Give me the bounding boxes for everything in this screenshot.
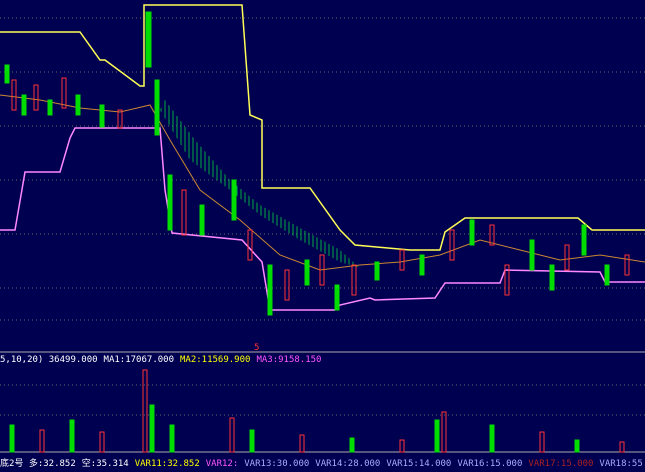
cloud-band [160, 100, 360, 268]
readout: VAR15:14.000 [386, 459, 452, 469]
marker: 5 [254, 343, 260, 353]
candles [4, 11, 630, 316]
readout: VAR13:30.000 [244, 459, 310, 469]
volume-bars [9, 369, 625, 453]
readout: 底2号 多:32.852 [0, 459, 76, 469]
lower-band [0, 127, 645, 311]
indicator-line: 5,10,20) 36499.000 MA1:17067.000 MA2:11569… [0, 355, 327, 365]
readout: VAR11:32.852 [134, 459, 200, 469]
upper-band [0, 4, 645, 251]
readout: 空:35.314 [81, 459, 129, 469]
readout: VAR16:15.000 [457, 459, 523, 469]
readout: VAR18:55.000 [599, 459, 645, 469]
status-line: 底2号 多:32.852 空:35.314 VAR11:32.852 VAR12: VA… [0, 456, 645, 469]
readout: MA3:9158.150 [256, 355, 322, 365]
readout: MA1:17067.000 [103, 355, 174, 365]
readout: 5,10,20) 36499.000 [0, 355, 98, 365]
ma-line [0, 94, 645, 271]
readout: MA2:11569.900 [180, 355, 251, 365]
readout: VAR17:15.000 [528, 459, 594, 469]
readout: VAR12: [205, 459, 239, 469]
readout: VAR14:28.000 [315, 459, 381, 469]
